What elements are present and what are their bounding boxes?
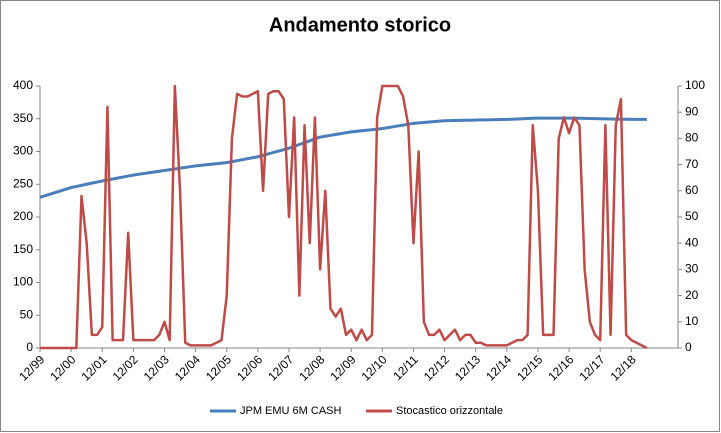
chart-title: Andamento storico (269, 14, 451, 36)
y2-tick-label: 60 (685, 183, 699, 197)
legend-label: Stocastico orizzontale (396, 405, 503, 417)
y-tick-label: 300 (13, 144, 33, 158)
y2-tick-label: 50 (685, 209, 699, 223)
y2-tick-label: 30 (685, 262, 699, 276)
y-tick-label: 400 (13, 78, 33, 92)
y2-tick-label: 10 (685, 314, 699, 328)
y-tick-label: 50 (20, 307, 34, 321)
y2-tick-label: 40 (685, 235, 699, 249)
y-tick-label: 100 (13, 275, 33, 289)
series-line (40, 84, 648, 350)
y2-tick-label: 20 (685, 288, 699, 302)
series-line (39, 116, 647, 199)
y2-tick-label: 70 (685, 157, 699, 171)
y-tick-label: 350 (13, 111, 33, 125)
y2-tick-label: 100 (685, 78, 705, 92)
y2-tick-label: 80 (685, 131, 699, 145)
y-tick-label: 150 (13, 242, 33, 256)
y-tick-label: 250 (13, 176, 33, 190)
y2-tick-label: 90 (685, 104, 699, 118)
y2-tick-label: 0 (685, 340, 692, 354)
y-tick-label: 0 (26, 340, 33, 354)
y-tick-label: 200 (13, 209, 33, 223)
legend-label: JPM EMU 6M CASH (240, 405, 342, 417)
